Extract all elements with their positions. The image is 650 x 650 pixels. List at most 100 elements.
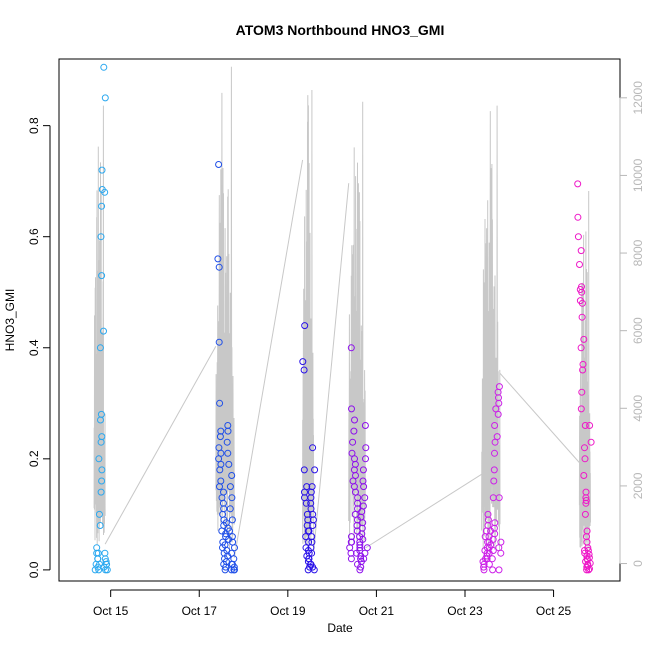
data-point	[309, 444, 317, 452]
altitude-line-2	[215, 66, 235, 552]
data-point	[356, 541, 364, 549]
data-point	[308, 533, 316, 541]
data-point	[300, 366, 308, 374]
data-point	[98, 477, 106, 485]
data-point	[585, 566, 593, 574]
data-point	[348, 538, 356, 546]
data-point	[582, 497, 590, 504]
data-point	[578, 299, 586, 307]
data-point	[489, 547, 497, 554]
data-point	[95, 455, 103, 463]
data-point	[101, 94, 109, 102]
data-point	[350, 427, 358, 435]
data-point	[347, 344, 355, 352]
data-point	[349, 438, 357, 446]
data-point	[577, 405, 585, 413]
data-point	[493, 433, 501, 441]
data-point	[216, 483, 223, 491]
x-tick-label: Oct 25	[536, 604, 572, 618]
data-point	[228, 516, 236, 524]
data-point	[495, 566, 503, 574]
data-point	[362, 444, 370, 452]
data-point	[495, 383, 503, 391]
data-point	[224, 427, 232, 435]
right-tick-label: 8000	[631, 239, 645, 266]
data-point	[216, 399, 224, 407]
data-point	[224, 449, 232, 457]
data-point	[308, 483, 316, 491]
data-point	[216, 433, 224, 441]
data-point	[95, 510, 103, 518]
right-tick-label: 4000	[631, 395, 645, 422]
data-point	[231, 566, 238, 574]
data-point	[356, 544, 364, 552]
altitude-connector-2	[233, 159, 304, 558]
data-point	[97, 233, 105, 241]
data-point	[361, 494, 369, 502]
data-point	[491, 449, 498, 457]
altitude-connector-3	[313, 183, 350, 552]
points-layer	[91, 63, 595, 574]
data-point	[98, 466, 106, 474]
data-point	[215, 338, 223, 346]
data-point	[305, 555, 313, 563]
right-tick-label: 0	[631, 560, 645, 567]
x-tick-label: Oct 19	[270, 604, 306, 618]
data-point	[221, 541, 229, 549]
data-point	[98, 186, 106, 193]
data-point	[100, 327, 107, 335]
data-point	[362, 455, 369, 463]
x-tick-label: Oct 17	[182, 604, 218, 618]
data-point	[302, 499, 310, 507]
data-point	[585, 554, 593, 562]
altitude-connector-4	[365, 473, 482, 549]
data-point	[301, 322, 309, 330]
data-point	[214, 255, 222, 263]
data-point	[582, 499, 590, 507]
chart-title: ATOM3 Northbound HNO3_GMI	[236, 22, 445, 38]
data-point	[584, 547, 592, 554]
data-point	[96, 344, 104, 352]
data-point	[230, 563, 238, 571]
data-point	[587, 438, 595, 446]
data-point	[488, 555, 496, 563]
data-point	[348, 449, 356, 457]
data-point	[585, 550, 593, 558]
data-point	[215, 161, 223, 168]
altitude-connector-5	[499, 373, 580, 463]
data-point	[228, 472, 236, 479]
data-point	[215, 263, 223, 271]
data-point	[309, 563, 317, 571]
x-tick-label: Oct 15	[93, 604, 129, 618]
data-point	[484, 510, 492, 518]
data-point	[574, 213, 582, 221]
x-tick-label: Oct 23	[447, 604, 483, 618]
data-point	[300, 466, 308, 474]
data-point	[574, 233, 582, 241]
data-point	[578, 388, 586, 396]
data-point	[226, 505, 234, 513]
altitude-layer	[93, 66, 591, 558]
altitude-connector-1	[104, 345, 217, 545]
data-point	[359, 502, 367, 510]
data-point	[490, 466, 498, 474]
y-tick-label: 0.2	[27, 450, 41, 467]
data-point	[491, 519, 499, 527]
data-point	[359, 477, 367, 485]
data-point	[102, 558, 110, 566]
x-axis-label: Date	[327, 621, 353, 635]
right-tick-label: 10000	[631, 158, 645, 192]
data-point	[101, 549, 109, 557]
data-point	[228, 533, 236, 541]
data-point	[94, 549, 102, 557]
data-point	[581, 510, 589, 518]
data-point	[351, 416, 358, 424]
data-point	[577, 344, 585, 352]
right-tick-label: 2000	[631, 472, 645, 499]
data-point	[497, 549, 505, 557]
altitude-line-1	[93, 105, 106, 545]
data-point	[361, 422, 369, 429]
data-point	[299, 358, 307, 366]
data-point	[577, 247, 585, 255]
